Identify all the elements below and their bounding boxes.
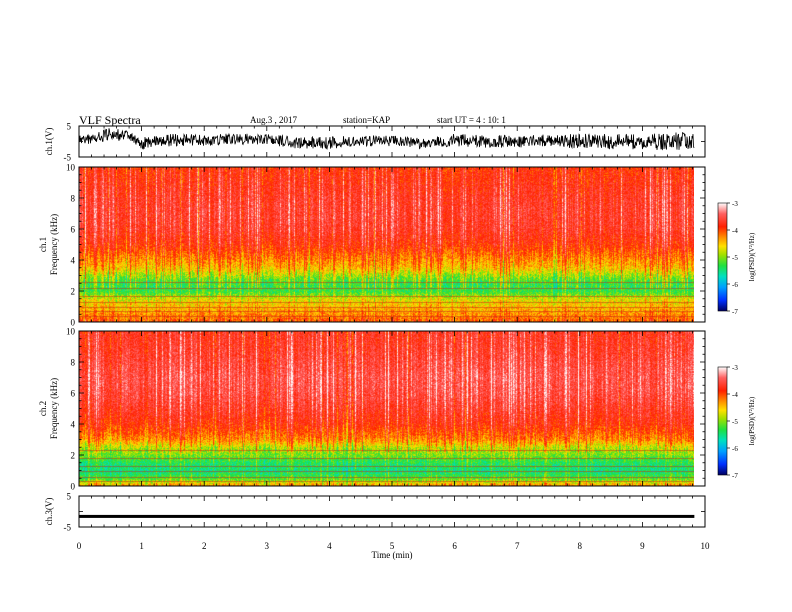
y-tick-label: 5 bbox=[67, 122, 72, 132]
y-axis-label: ch.1(V) bbox=[44, 128, 54, 156]
y-axis-label: Frequency (kHz) bbox=[49, 214, 59, 275]
colorbar-tick-label: -6 bbox=[732, 281, 738, 289]
ch1-spectrogram-canvas bbox=[79, 167, 694, 322]
y-tick-label: -5 bbox=[64, 523, 72, 533]
date-label: Aug.3 , 2017 bbox=[250, 115, 297, 125]
x-tick-label: 6 bbox=[452, 541, 457, 551]
x-tick-label: 4 bbox=[327, 541, 332, 551]
x-tick-label: 7 bbox=[515, 541, 520, 551]
x-tick-label: 1 bbox=[139, 541, 144, 551]
panels-layer bbox=[78, 128, 695, 518]
x-tick-label: 9 bbox=[640, 541, 645, 551]
ch2-spectrogram-canvas bbox=[79, 331, 694, 486]
colorbar-tick-label: -3 bbox=[732, 200, 738, 208]
station-label: station=KAP bbox=[343, 115, 391, 125]
channel-label: ch.1 bbox=[38, 237, 48, 252]
y-tick-label: 4 bbox=[71, 420, 76, 430]
figure-title: VLF Spectra bbox=[79, 113, 141, 127]
colorbar-label: log(PSD)(V²/Hz) bbox=[748, 396, 756, 445]
y-tick-label: 4 bbox=[71, 256, 76, 266]
y-tick-label: 10 bbox=[66, 163, 76, 173]
y-tick-label: 8 bbox=[71, 194, 76, 204]
ch3-waveform-trace bbox=[79, 514, 695, 518]
colorbar-tick-label: -3 bbox=[732, 364, 738, 372]
channel-label: ch.2 bbox=[38, 401, 48, 416]
colorbar-tick-label: -4 bbox=[732, 391, 738, 399]
y-tick-label: 8 bbox=[71, 358, 76, 368]
y-tick-label: -5 bbox=[64, 153, 72, 163]
y-tick-label: 5 bbox=[67, 492, 72, 502]
colorbar-tick-label: -5 bbox=[732, 418, 738, 426]
x-tick-label: 3 bbox=[265, 541, 270, 551]
y-axis-label: Frequency (kHz) bbox=[49, 378, 59, 439]
y-tick-label: 10 bbox=[66, 327, 76, 337]
colorbar-label: log(PSD)(V²/Hz) bbox=[748, 232, 756, 281]
colorbar-tick-label: -7 bbox=[732, 472, 738, 480]
x-tick-label: 10 bbox=[701, 541, 711, 551]
y-tick-label: 2 bbox=[71, 451, 76, 461]
ch1-waveform-trace bbox=[78, 128, 695, 151]
ch1-spectrogram-image bbox=[79, 167, 694, 322]
colorbar-2 bbox=[717, 366, 728, 476]
x-tick-label: 8 bbox=[578, 541, 583, 551]
y-tick-label: 6 bbox=[71, 389, 76, 399]
x-tick-label: 0 bbox=[77, 541, 82, 551]
x-tick-label: 2 bbox=[202, 541, 207, 551]
colorbar-tick-label: -5 bbox=[732, 254, 738, 262]
ch2-spectrogram-image bbox=[79, 331, 694, 486]
y-tick-label: 0 bbox=[71, 482, 76, 492]
start-time-label: start UT = 4 : 10: 1 bbox=[437, 115, 506, 125]
x-axis-label: Time (min) bbox=[372, 550, 413, 560]
colorbar-1 bbox=[717, 202, 728, 312]
y-tick-label: 0 bbox=[71, 318, 76, 328]
colorbar-tick-label: -4 bbox=[732, 227, 738, 235]
y-tick-label: 6 bbox=[71, 225, 76, 235]
colorbar-tick-label: -6 bbox=[732, 445, 738, 453]
y-axis-label: ch.3(V) bbox=[44, 498, 54, 526]
y-tick-label: 2 bbox=[71, 287, 76, 297]
x-tick-label: 5 bbox=[390, 541, 395, 551]
colorbar-tick-label: -7 bbox=[732, 308, 738, 316]
